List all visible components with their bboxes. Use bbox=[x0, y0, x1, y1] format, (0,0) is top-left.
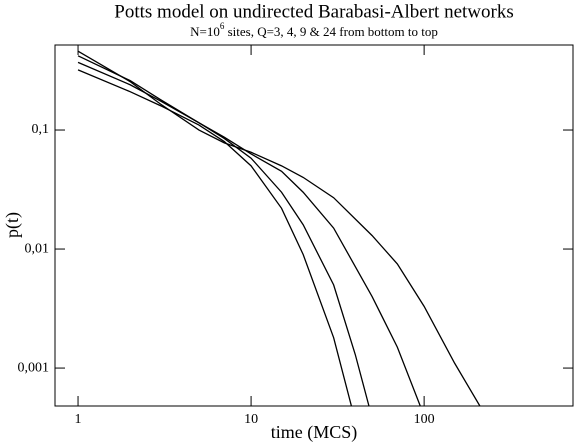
chart-title: Potts model on undirected Barabasi-Alber… bbox=[114, 1, 513, 22]
plot-frame bbox=[54, 44, 574, 407]
subtitle-part: N=10 bbox=[190, 24, 220, 39]
subtitle-part: sites, Q=3, 4, 9 & 24 from bottom to top bbox=[224, 24, 438, 39]
chart-subtitle: N=106 sites, Q=3, 4, 9 & 24 from bottom … bbox=[190, 21, 438, 39]
x-tick-label: 100 bbox=[414, 412, 435, 427]
series-line bbox=[77, 61, 370, 406]
x-tick-label: 10 bbox=[244, 412, 258, 427]
y-tick-label: 0,1 bbox=[32, 122, 50, 137]
series-line bbox=[77, 55, 421, 406]
y-tick-label: 0,001 bbox=[18, 360, 50, 375]
y-tick-label: 0,01 bbox=[25, 241, 50, 256]
y-axis-label: p(t) bbox=[2, 212, 23, 238]
x-tick-label: 1 bbox=[75, 412, 82, 427]
x-axis-label: time (MCS) bbox=[271, 422, 358, 443]
plot-area bbox=[77, 50, 481, 406]
series-line bbox=[77, 50, 481, 406]
subtitle-superscript: 6 bbox=[220, 21, 225, 31]
series-line bbox=[77, 69, 353, 406]
